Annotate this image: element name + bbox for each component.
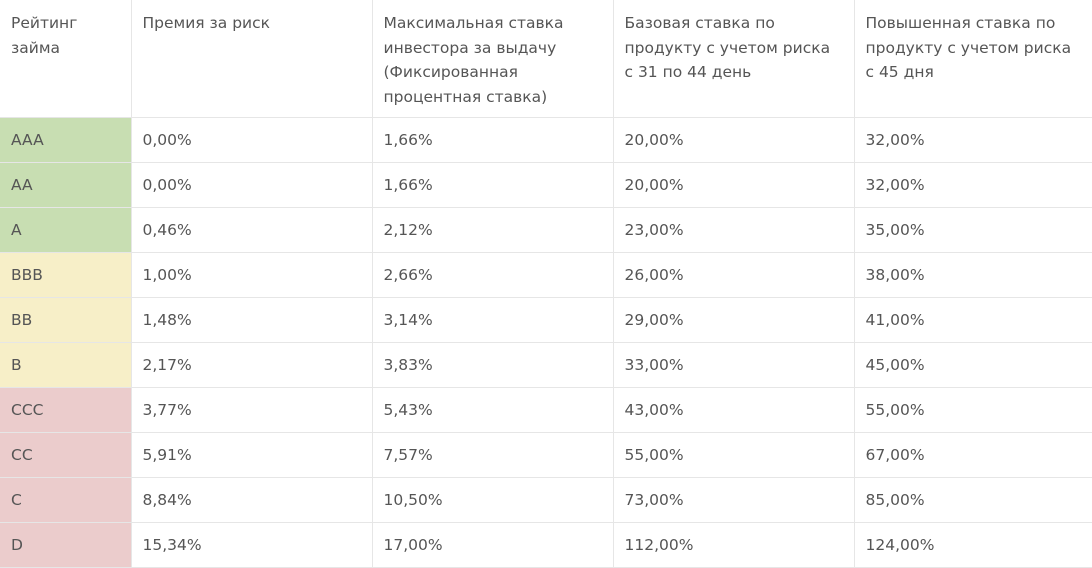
risk-premium-cell: 0,46% [130,207,372,253]
max-rate-cell: 3,14% [371,297,613,343]
risk-premium-cell: 0,00% [130,162,372,208]
increased-rate-cell: 55,00% [853,387,1092,433]
increased-rate-cell: 38,00% [853,252,1092,298]
table-row: AA 0,00% 1,66% 20,00% 32,00% [0,162,1092,208]
increased-rate-cell: 85,00% [853,477,1092,523]
max-rate-cell: 7,57% [371,432,613,478]
rating-cell: C [0,477,131,523]
max-rate-cell: 17,00% [371,522,613,568]
risk-premium-cell: 8,84% [130,477,372,523]
increased-rate-cell: 67,00% [853,432,1092,478]
table-row: CC 5,91% 7,57% 55,00% 67,00% [0,432,1092,478]
header-max-investor-rate: Максимальная ставка инвестора за выдачу … [371,0,613,118]
table-body: AAA 0,00% 1,66% 20,00% 32,00% AA 0,00% 1… [0,117,1092,568]
rating-cell: BBB [0,252,131,298]
table-row: C 8,84% 10,50% 73,00% 85,00% [0,477,1092,523]
rating-cell: AA [0,162,131,208]
max-rate-cell: 10,50% [371,477,613,523]
risk-premium-cell: 2,17% [130,342,372,388]
max-rate-cell: 5,43% [371,387,613,433]
table-row: A 0,46% 2,12% 23,00% 35,00% [0,207,1092,253]
risk-premium-cell: 1,48% [130,297,372,343]
rating-cell: D [0,522,131,568]
max-rate-cell: 1,66% [371,162,613,208]
increased-rate-cell: 35,00% [853,207,1092,253]
rating-cell: B [0,342,131,388]
rating-cell: A [0,207,131,253]
table-row: AAA 0,00% 1,66% 20,00% 32,00% [0,117,1092,163]
increased-rate-cell: 45,00% [853,342,1092,388]
base-rate-cell: 23,00% [612,207,854,253]
table-header: Рейтинг займа Премия за риск Максимальна… [0,0,1092,118]
rating-cell: CCC [0,387,131,433]
table-row: BB 1,48% 3,14% 29,00% 41,00% [0,297,1092,343]
max-rate-cell: 3,83% [371,342,613,388]
rating-cell: CC [0,432,131,478]
max-rate-cell: 2,12% [371,207,613,253]
table-row: D 15,34% 17,00% 112,00% 124,00% [0,522,1092,568]
table-row: CCC 3,77% 5,43% 43,00% 55,00% [0,387,1092,433]
base-rate-cell: 20,00% [612,162,854,208]
base-rate-cell: 20,00% [612,117,854,163]
risk-premium-cell: 5,91% [130,432,372,478]
risk-premium-cell: 0,00% [130,117,372,163]
header-risk-premium: Премия за риск [130,0,372,118]
header-increased-rate: Повышенная ставка по продукту с учетом р… [853,0,1092,118]
base-rate-cell: 29,00% [612,297,854,343]
max-rate-cell: 2,66% [371,252,613,298]
rating-cell: BB [0,297,131,343]
risk-premium-cell: 3,77% [130,387,372,433]
rating-cell: AAA [0,117,131,163]
increased-rate-cell: 32,00% [853,117,1092,163]
increased-rate-cell: 124,00% [853,522,1092,568]
table-row: BBB 1,00% 2,66% 26,00% 38,00% [0,252,1092,298]
header-row: Рейтинг займа Премия за риск Максимальна… [0,0,1092,118]
risk-premium-cell: 1,00% [130,252,372,298]
header-loan-rating: Рейтинг займа [0,0,131,118]
base-rate-cell: 112,00% [612,522,854,568]
increased-rate-cell: 32,00% [853,162,1092,208]
table-row: B 2,17% 3,83% 33,00% 45,00% [0,342,1092,388]
increased-rate-cell: 41,00% [853,297,1092,343]
base-rate-cell: 33,00% [612,342,854,388]
max-rate-cell: 1,66% [371,117,613,163]
base-rate-cell: 26,00% [612,252,854,298]
risk-premium-cell: 15,34% [130,522,372,568]
base-rate-cell: 73,00% [612,477,854,523]
base-rate-cell: 55,00% [612,432,854,478]
header-base-rate: Базовая ставка по продукту с учетом риск… [612,0,854,118]
base-rate-cell: 43,00% [612,387,854,433]
